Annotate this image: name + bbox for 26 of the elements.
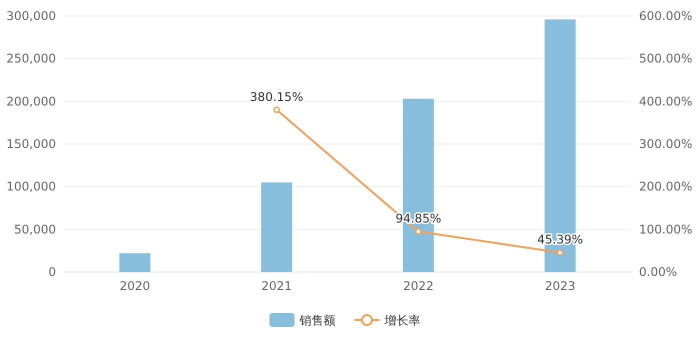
point bbox=[273, 106, 280, 114]
y2-tick-label: 500.00% bbox=[639, 52, 692, 66]
y-tick-label: 150,000 bbox=[6, 137, 56, 151]
data-label: 380.15% bbox=[250, 90, 304, 104]
y-tick-label: 0 bbox=[48, 265, 56, 279]
y-tick-label: 250,000 bbox=[6, 52, 56, 66]
y-tick-label: 200,000 bbox=[6, 94, 56, 108]
x-tick-label: 2023 bbox=[544, 279, 576, 293]
y2-tick-label: 400.00% bbox=[639, 94, 692, 108]
x-tick-label: 2021 bbox=[261, 279, 292, 293]
bar bbox=[261, 182, 292, 272]
y2-tick-label: 600.00% bbox=[639, 9, 692, 23]
x-tick-label: 2022 bbox=[403, 279, 434, 293]
y2-tick-label: 0.00% bbox=[639, 265, 678, 279]
point bbox=[415, 228, 422, 235]
y-tick-label: 50,000 bbox=[14, 222, 56, 236]
y-tick-label: 100,000 bbox=[6, 180, 56, 194]
x-tick-label: 2020 bbox=[120, 279, 150, 293]
y2-tick-label: 300.00% bbox=[639, 137, 692, 151]
y2-tick-label: 100.00% bbox=[639, 222, 692, 236]
y2-tick-label: 200.00% bbox=[639, 180, 692, 194]
point bbox=[556, 249, 564, 256]
y-tick-label: 300,000 bbox=[6, 9, 56, 23]
bar bbox=[119, 253, 150, 272]
legend-label: 增长率 bbox=[384, 314, 420, 328]
legend-label: 销售额 bbox=[298, 314, 336, 328]
